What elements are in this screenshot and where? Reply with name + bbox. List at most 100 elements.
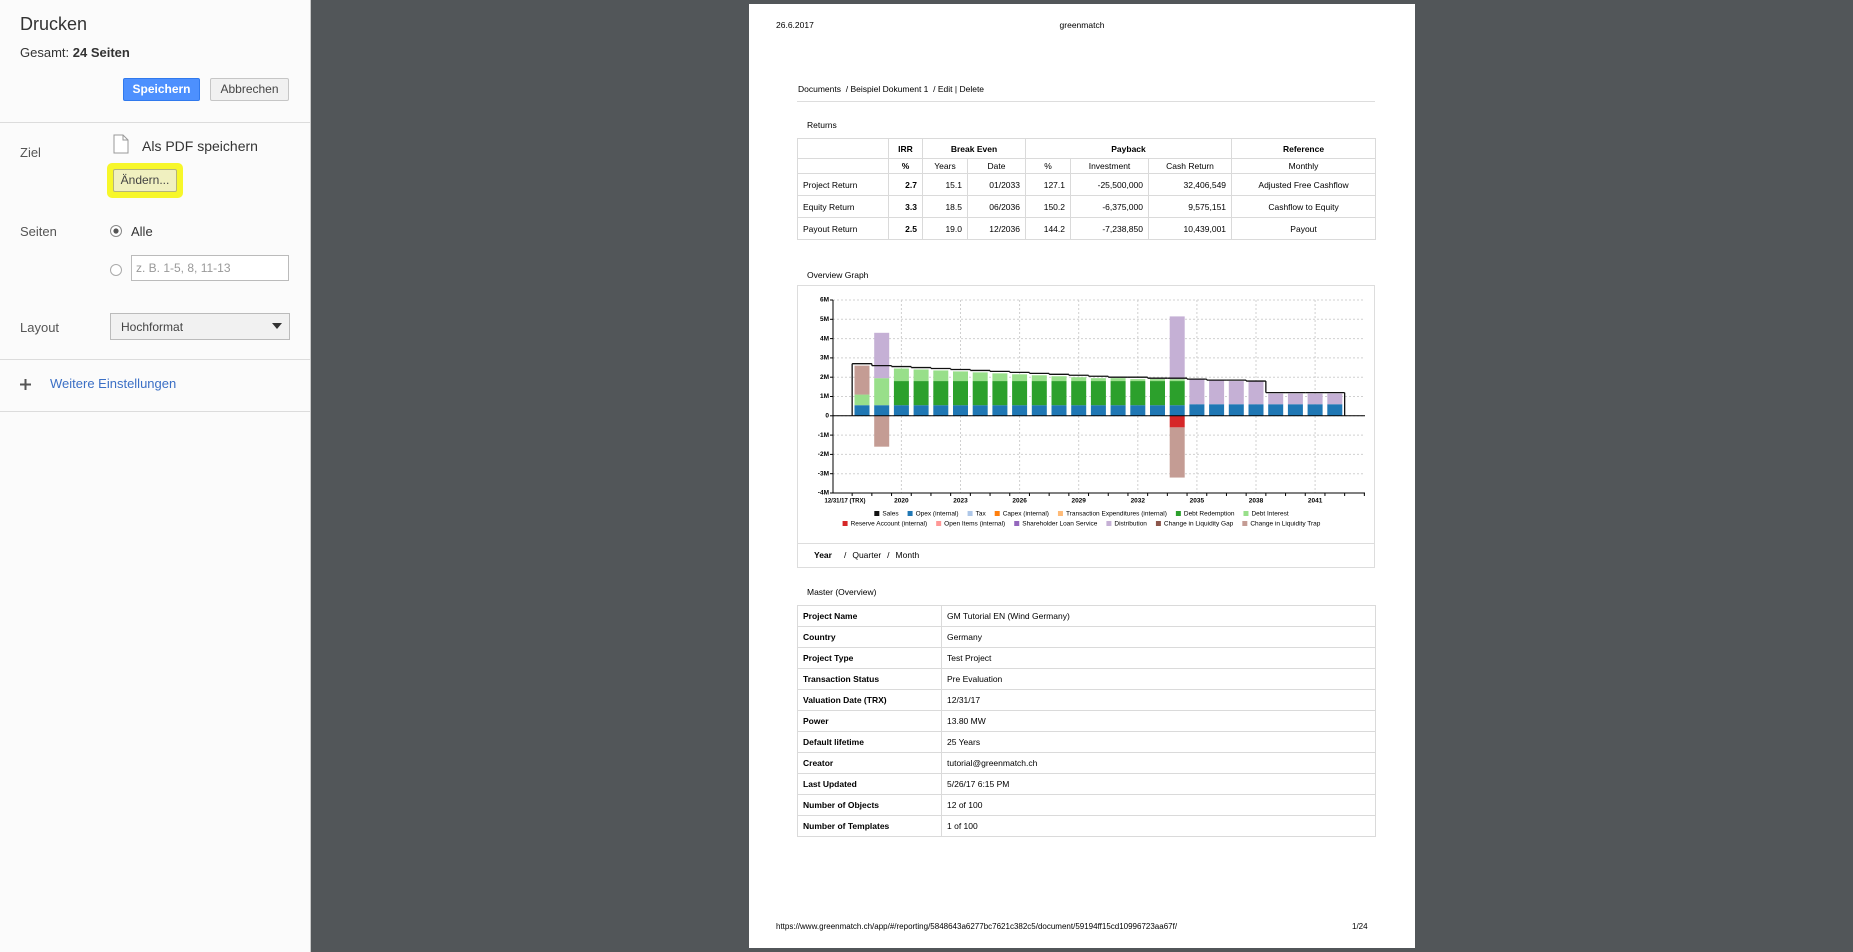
header-cell: Payback bbox=[1024, 138, 1233, 159]
site-name: greenmatch bbox=[1059, 20, 1105, 30]
page-number: 1/24 bbox=[1352, 922, 1368, 931]
bar-segment bbox=[1051, 376, 1067, 382]
legend-label: Opex (internal) bbox=[916, 511, 959, 518]
bar-segment bbox=[1031, 381, 1047, 406]
period-option[interactable]: Quarter bbox=[852, 550, 882, 560]
cell: Last Updated bbox=[797, 773, 942, 795]
cell: 127.1 bbox=[1025, 173, 1071, 196]
bar-segment bbox=[953, 405, 968, 416]
edit-link[interactable]: Edit bbox=[937, 84, 953, 94]
legend-swatch bbox=[1057, 511, 1063, 516]
bar-segment bbox=[1110, 405, 1126, 416]
bar-segment bbox=[933, 381, 949, 406]
bar-segment bbox=[854, 405, 870, 416]
bar-segment bbox=[1090, 378, 1106, 382]
legend-swatch bbox=[907, 511, 913, 516]
cell: 25 Years bbox=[941, 731, 1376, 753]
cell: Creator bbox=[797, 752, 942, 774]
bar-segment bbox=[1327, 393, 1343, 405]
print-sidebar: Drucken Gesamt: 24 Seiten Speichern Abbr… bbox=[0, 0, 311, 952]
sub-header-row: % Years Date% Investment Cash Return Monthly bbox=[797, 158, 1377, 174]
bar-segment bbox=[992, 373, 1008, 382]
y-tick-label: -4M bbox=[818, 490, 829, 497]
cell: Project Type bbox=[797, 647, 942, 669]
total-value: 24 Seiten bbox=[72, 45, 130, 60]
legend-label: Sales bbox=[882, 511, 899, 518]
cell: Pre Evaluation bbox=[941, 668, 1376, 690]
returns-table: IRR Break Even Payback Reference% Years Date%… bbox=[797, 138, 1377, 240]
radio-range[interactable] bbox=[109, 263, 123, 277]
cancel-button[interactable]: Abbrechen bbox=[210, 78, 289, 101]
cell: Number of Templates bbox=[797, 815, 942, 837]
bar-segment bbox=[1228, 404, 1244, 416]
cell: Power bbox=[797, 710, 942, 732]
graph-title: Overview Graph bbox=[807, 270, 869, 280]
master-row: Last Updated 5/26/17 6:15 PM bbox=[797, 773, 1376, 795]
bar-segment bbox=[874, 332, 890, 379]
bar-segment bbox=[1071, 377, 1087, 382]
bar-segment bbox=[1012, 374, 1028, 382]
cell: GM Tutorial EN (Wind Germany) bbox=[941, 605, 1376, 627]
bar-segment bbox=[1051, 381, 1067, 406]
period-option[interactable]: Year bbox=[814, 550, 832, 560]
cell: Payout bbox=[1231, 217, 1377, 240]
change-button[interactable]: Ändern... bbox=[113, 169, 177, 192]
bar-segment bbox=[1209, 380, 1225, 405]
cell: 9,575,151 bbox=[1147, 195, 1233, 218]
y-tick-label: 2M bbox=[820, 374, 829, 381]
delete-link[interactable]: Delete bbox=[959, 84, 985, 94]
x-tick-label: 2023 bbox=[953, 498, 968, 505]
y-tick-label: 1M bbox=[820, 393, 829, 400]
bar-segment bbox=[992, 381, 1008, 406]
bar-segment bbox=[972, 372, 988, 382]
returns-row: Project Return 2.7 15.1 01/2033 127.1 -25,500… bbox=[797, 173, 1377, 196]
bar-segment bbox=[1189, 379, 1205, 405]
layout-select[interactable]: Hochformat bbox=[110, 313, 290, 340]
cell: Country bbox=[797, 626, 942, 648]
divider bbox=[0, 411, 310, 412]
group-header-row: IRR Break Even Payback Reference bbox=[797, 138, 1377, 159]
pages-input[interactable]: z. B. 1-5, 8, 11-13 bbox=[131, 255, 289, 281]
breadcrumb-root[interactable]: Documents bbox=[798, 84, 841, 94]
y-tick-label: 6M bbox=[820, 297, 829, 304]
cell: 15.1 bbox=[922, 173, 968, 196]
breadcrumb-current[interactable]: Beispiel Dokument 1 bbox=[850, 84, 929, 94]
bar-segment bbox=[953, 371, 968, 382]
bar-segment bbox=[1110, 378, 1126, 382]
returns-row: Payout Return 2.5 19.0 12/2036 144.2 -7,238,8… bbox=[797, 217, 1377, 240]
master-row: Creator tutorial@greenmatch.ch bbox=[797, 752, 1376, 774]
cell: -6,375,000 bbox=[1070, 195, 1149, 218]
radio-all[interactable] bbox=[109, 224, 123, 238]
separator: / bbox=[843, 550, 847, 560]
legend-swatch bbox=[1242, 521, 1248, 526]
bar-segment bbox=[874, 378, 890, 406]
cell: 13.80 MW bbox=[941, 710, 1376, 732]
bar-segment bbox=[1031, 405, 1047, 416]
bar-segment bbox=[1307, 404, 1323, 416]
bar-segment bbox=[1130, 405, 1146, 416]
divider bbox=[0, 359, 310, 360]
master-title: Master (Overview) bbox=[807, 587, 877, 597]
bar-segment bbox=[893, 381, 909, 406]
more-settings[interactable]: Weitere Einstellungen bbox=[50, 376, 177, 391]
bar-segment bbox=[1268, 393, 1284, 405]
total-label: Gesamt: bbox=[20, 45, 70, 60]
legend-swatch bbox=[842, 521, 848, 526]
bar-segment bbox=[1169, 415, 1185, 428]
legend-label: Debt Interest bbox=[1251, 511, 1288, 518]
bar-segment bbox=[1071, 405, 1087, 416]
bar-segment bbox=[1090, 381, 1106, 406]
save-button[interactable]: Speichern bbox=[123, 78, 200, 101]
divider bbox=[0, 122, 310, 123]
bar-segment bbox=[1169, 381, 1185, 406]
period-option[interactable]: Month bbox=[895, 550, 920, 560]
header-cell bbox=[797, 158, 889, 174]
legend-label: Reserve Account (internal) bbox=[851, 521, 928, 528]
returns-title: Returns bbox=[807, 120, 837, 130]
bar-segment bbox=[1012, 381, 1028, 406]
bar-segment bbox=[1071, 381, 1087, 406]
cell: 144.2 bbox=[1025, 217, 1071, 240]
bar-segment bbox=[1169, 379, 1185, 382]
x-tick-label: 2038 bbox=[1249, 498, 1264, 505]
